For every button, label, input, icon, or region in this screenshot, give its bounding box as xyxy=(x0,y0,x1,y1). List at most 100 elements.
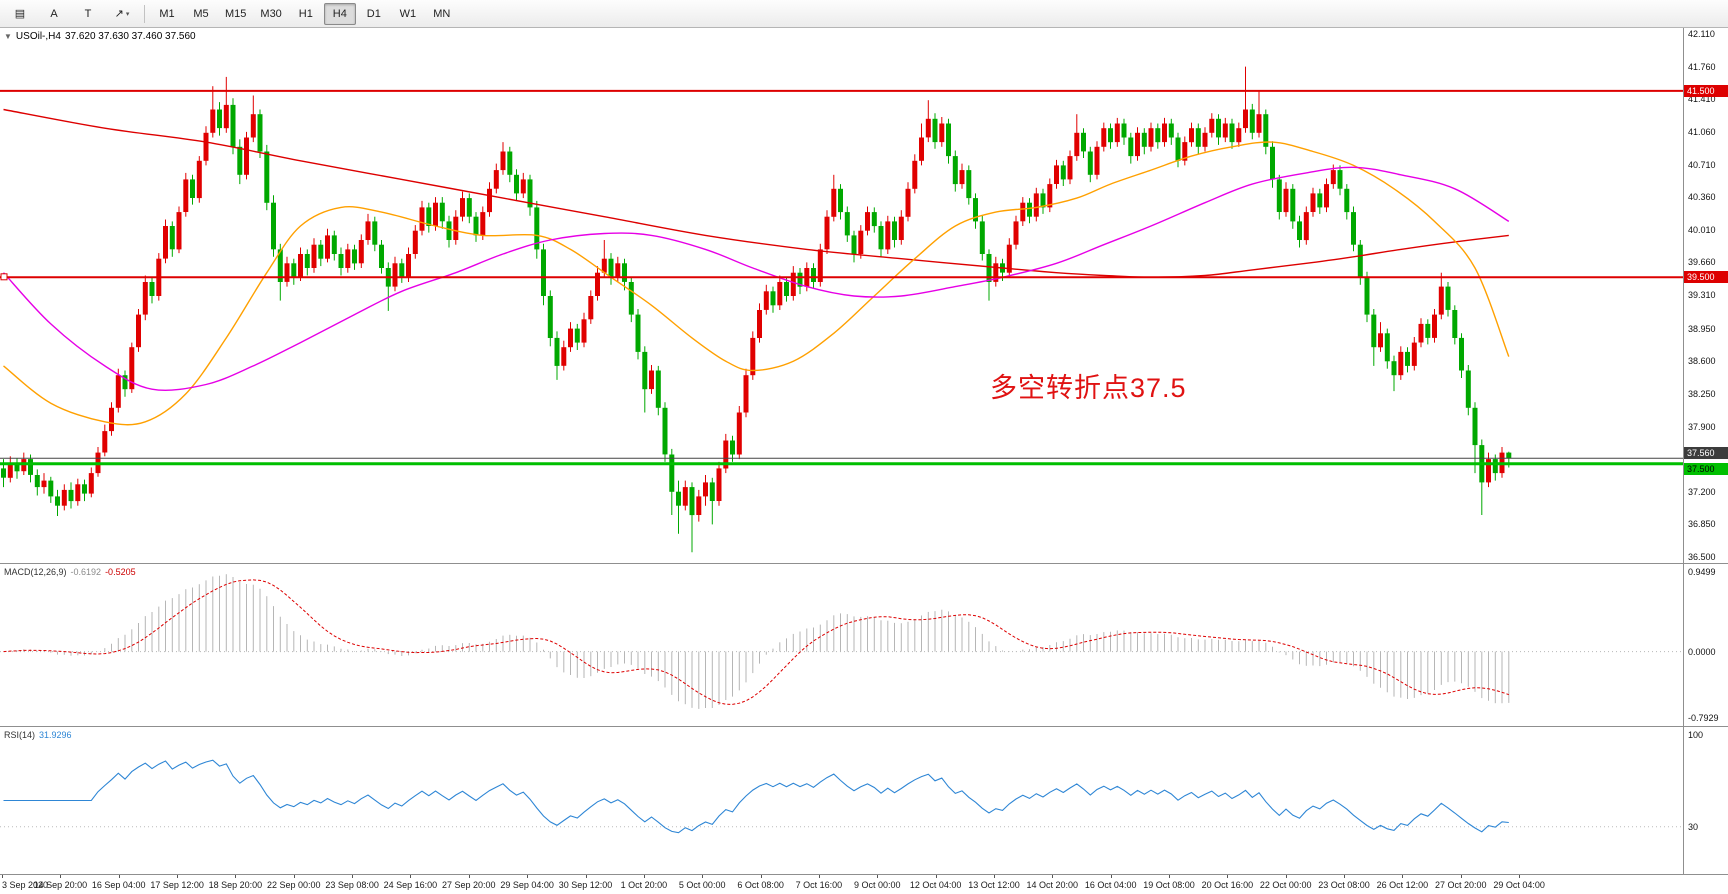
time-axis-label: 20 Oct 16:00 xyxy=(1201,880,1254,890)
text-label-tool[interactable]: A xyxy=(50,7,58,20)
time-axis-label: 30 Sep 12:00 xyxy=(558,880,613,890)
time-tick xyxy=(352,875,354,878)
toolbar-separator xyxy=(144,4,145,23)
time-axis-label: 13 Oct 12:00 xyxy=(968,880,1020,890)
time-axis-label: 24 Sep 16:00 xyxy=(383,880,438,890)
symbol-period-label: USOil-,H4 xyxy=(15,31,61,42)
price-tick-label: 38.250 xyxy=(1688,388,1716,399)
time-tick xyxy=(1460,875,1462,878)
timeframe-button-m5[interactable]: M5 xyxy=(193,7,209,20)
price-tick-label: 40.360 xyxy=(1688,192,1716,203)
time-tick xyxy=(527,875,529,878)
price-tag: 41.500 xyxy=(1684,84,1728,97)
rsi-chart xyxy=(0,759,1683,834)
macd-histogram xyxy=(9,574,1510,709)
text-tool[interactable]: T xyxy=(84,7,92,20)
time-axis-label: 27 Oct 20:00 xyxy=(1435,880,1487,890)
toolbar: ▤ A T ↗ ▾ M1 M5 M15 M30 H1 H4 D1 W1 MN xyxy=(0,0,1728,28)
price-tick-label: 39.660 xyxy=(1688,257,1716,268)
timeframe-button-d1[interactable]: D1 xyxy=(366,7,381,20)
price-tick-label: 37.200 xyxy=(1688,486,1716,497)
price-tag: 39.500 xyxy=(1684,271,1728,284)
timeframe-button-m15[interactable]: M15 xyxy=(225,7,247,20)
macd-tick-label: 0.0000 xyxy=(1688,646,1716,657)
one-click-trading-arrow-icon[interactable]: ▼ xyxy=(4,32,12,41)
time-tick xyxy=(935,875,937,878)
chart-title: ▼ USOil-,H4 37.620 37.630 37.460 37.560 xyxy=(4,31,200,42)
time-tick xyxy=(1110,875,1112,878)
rsi-value: 31.9296 xyxy=(39,730,72,740)
rsi-tick-label: 30 xyxy=(1688,821,1699,832)
timeframe-button-m1[interactable]: M1 xyxy=(159,7,175,20)
toolbar-tools-group: ▤ A T ↗ ▾ xyxy=(3,3,139,25)
panel-separator[interactable] xyxy=(0,563,1728,564)
rsi-line xyxy=(3,759,1509,834)
time-axis-label: 16 Sep 04:00 xyxy=(91,880,146,890)
chart-annotation-text[interactable]: 多空转折点37.5 xyxy=(990,372,1187,403)
main-chart-panel[interactable]: ▼ USOil-,H4 37.620 37.630 37.460 37.560 多空… xyxy=(0,28,1683,563)
time-tick xyxy=(177,875,179,878)
rsi-tick-label: 100 xyxy=(1688,730,1704,740)
time-tick xyxy=(1169,875,1170,878)
time-axis-label: 22 Sep 00:00 xyxy=(267,880,321,890)
time-axis-label: 14 Oct 20:00 xyxy=(1026,880,1079,890)
time-tick xyxy=(702,875,704,878)
time-tick xyxy=(643,875,645,878)
price-tick-label: 41.060 xyxy=(1688,126,1716,137)
timeframe-button-w1[interactable]: W1 xyxy=(399,7,417,20)
time-axis-label: 23 Sep 08:00 xyxy=(325,880,379,890)
time-axis-label: 29 Oct 04:00 xyxy=(1493,880,1545,890)
macd-label: MACD(12,26,9) -0.6192 -0.5205 xyxy=(4,567,140,577)
price-tick-label: 41.760 xyxy=(1688,61,1716,72)
drawing-tools-dropdown[interactable]: ↗ ▾ xyxy=(114,8,130,20)
time-tick xyxy=(877,875,879,878)
rsi-panel: RSI(14) 31.9296 xyxy=(0,727,1683,874)
panel-separator[interactable] xyxy=(0,726,1728,727)
time-tick xyxy=(760,875,762,878)
time-tick xyxy=(818,875,820,878)
time-axis-label: 18 Sep 20:00 xyxy=(208,880,263,890)
time-tick xyxy=(235,875,237,878)
time-tick xyxy=(1344,875,1345,878)
time-tick xyxy=(2,875,3,878)
time-axis-label: 9 Oct 00:00 xyxy=(854,880,901,890)
ma-long-line xyxy=(3,108,1509,279)
timeframe-button-mn[interactable]: MN xyxy=(433,7,451,20)
ohlc-values: 37.620 37.630 37.460 37.560 xyxy=(64,31,196,42)
time-axis-label: 27 Sep 20:00 xyxy=(442,880,496,890)
time-tick xyxy=(118,875,120,878)
price-tick-label: 40.710 xyxy=(1688,159,1716,170)
candlestick-chart[interactable] xyxy=(0,28,1683,563)
rsi-label: RSI(14) 31.9296 xyxy=(4,730,76,740)
panel-separator[interactable] xyxy=(0,874,1728,875)
price-tag: 37.560 xyxy=(1684,447,1728,460)
price-tick-label: 42.110 xyxy=(1688,29,1715,39)
timeframe-button-h4[interactable]: H4 xyxy=(323,2,356,25)
time-axis-label: 14 Sep 20:00 xyxy=(33,880,88,890)
time-tick xyxy=(60,875,62,878)
time-tick xyxy=(468,875,470,878)
ma-fast-line xyxy=(3,141,1510,426)
time-axis-label: 6 Oct 08:00 xyxy=(737,880,784,890)
chart-window-icon[interactable]: ▤ xyxy=(14,8,26,20)
time-tick xyxy=(1285,875,1287,878)
macd-value: -0.6192 xyxy=(70,567,102,577)
price-axis: 42.110 41.760 41.410 41.060 40.710 40.360 40.0… xyxy=(1684,28,1728,874)
price-tag: 37.500 xyxy=(1684,462,1728,475)
macd-signal-value: -0.5205 xyxy=(105,567,136,577)
timeframe-button-m30[interactable]: M30 xyxy=(260,7,282,20)
price-tick-label: 41.410 xyxy=(1688,94,1716,105)
time-tick xyxy=(1052,875,1054,878)
line-anchor-handle[interactable] xyxy=(0,273,8,281)
macd-tick-label: -0.7929 xyxy=(1688,713,1719,723)
time-axis-label: 12 Oct 04:00 xyxy=(909,880,962,890)
price-tick-label: 36.500 xyxy=(1688,552,1716,562)
candlestick-series xyxy=(1,66,1512,553)
time-axis[interactable]: 3 Sep 2020 14 Sep 20:00 16 Sep 04:00 17 Sep… xyxy=(0,875,1728,894)
time-axis-label: 19 Oct 08:00 xyxy=(1143,880,1195,890)
price-tick-label: 40.010 xyxy=(1688,224,1716,235)
timeframe-button-h1[interactable]: H1 xyxy=(298,7,313,20)
time-axis-label: 1 Oct 20:00 xyxy=(620,880,668,890)
macd-name: MACD(12,26,9) xyxy=(4,567,67,577)
